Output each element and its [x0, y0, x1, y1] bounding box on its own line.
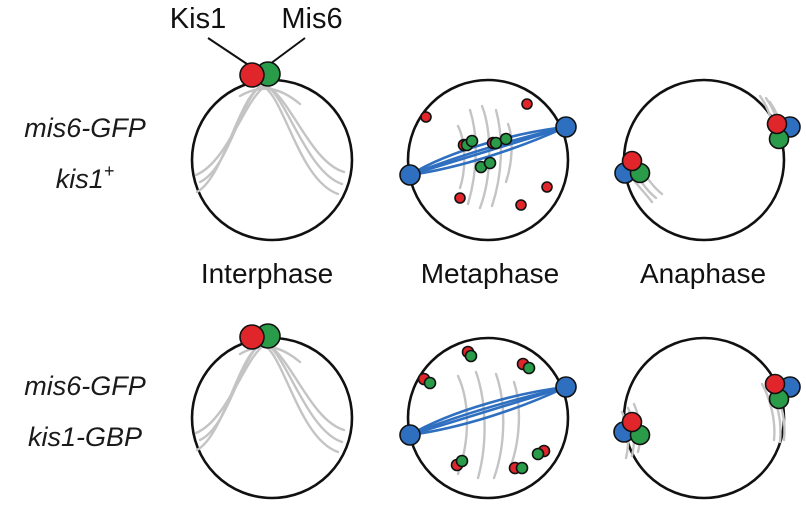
phase-label-interphase: Interphase [201, 258, 333, 289]
cell-outline [622, 78, 786, 242]
mis6-dot-icon [423, 376, 437, 390]
kis1-dot-icon [621, 411, 643, 433]
kis1-dot-icon [239, 62, 265, 88]
row2-interphase-cell [190, 323, 354, 500]
kis1-dot-icon [766, 113, 788, 135]
spindle-microtubule [409, 125, 567, 177]
spindle-microtubule [409, 125, 567, 177]
phase-label-anaphase: Anaphase [640, 258, 766, 289]
microtubule [504, 122, 513, 184]
row1-strain-line2: kis1+ [56, 161, 115, 194]
row2-strain-line1: mis6-GFP [24, 371, 146, 401]
row2-anaphase-cell [613, 336, 801, 500]
kis1-dot-icon [764, 373, 786, 395]
mis6-dot-icon [455, 454, 469, 468]
spb-dot-icon [555, 116, 577, 138]
legend-kis1-label: Kis1 [170, 3, 226, 35]
spindle-microtubule [409, 385, 567, 437]
microtubule [492, 372, 505, 480]
row1-metaphase-cell [399, 78, 577, 242]
mis6-dot-icon [483, 156, 497, 170]
mis6-dot-icon [465, 134, 479, 148]
row1-interphase-cell [190, 61, 354, 242]
kis1-dot-icon [521, 98, 533, 110]
phase-label-metaphase: Metaphase [421, 258, 560, 289]
spindle-microtubule [409, 385, 567, 437]
spb-dot-icon [399, 424, 421, 446]
row1-strain-line1: mis6-GFP [24, 113, 146, 143]
spindle-microtubule [409, 385, 567, 437]
row1-anaphase-cell [614, 78, 801, 242]
row1-strain-gene: kis1 [56, 164, 104, 194]
kis1-dot-icon [239, 324, 265, 350]
microtubule [490, 108, 503, 208]
microtubule [238, 87, 302, 106]
kis1-dot-icon [541, 181, 553, 193]
spb-dot-icon [555, 376, 577, 398]
kis1-dot-icon [454, 192, 466, 204]
microtubule [478, 104, 491, 210]
spindle-microtubule [409, 125, 567, 177]
mis6-dot-icon [515, 461, 529, 475]
spindle-microtubule [409, 385, 567, 437]
spb-dot-icon [399, 164, 421, 186]
kis1-dot-icon [515, 199, 527, 211]
mis6-dot-icon [531, 447, 545, 461]
mis6-dot-icon [464, 349, 478, 363]
cell-outline [622, 336, 786, 500]
mis6-dot-icon [499, 132, 513, 146]
row2-metaphase-cell [399, 336, 577, 500]
kis1-dot-icon [621, 150, 643, 172]
row1-strain-superscript: + [104, 161, 115, 181]
legend-kis1-leader [207, 37, 251, 67]
spindle-microtubule [409, 125, 567, 177]
kis1-dot-icon [420, 111, 432, 123]
legend-mis6-label: Mis6 [281, 3, 342, 35]
legend-mis6-leader [269, 37, 306, 65]
mis6-dot-icon [522, 361, 536, 375]
row2-strain-line2: kis1-GBP [28, 422, 142, 452]
microtubule [474, 370, 486, 480]
microtubule [760, 382, 776, 442]
microtubule [508, 380, 521, 470]
